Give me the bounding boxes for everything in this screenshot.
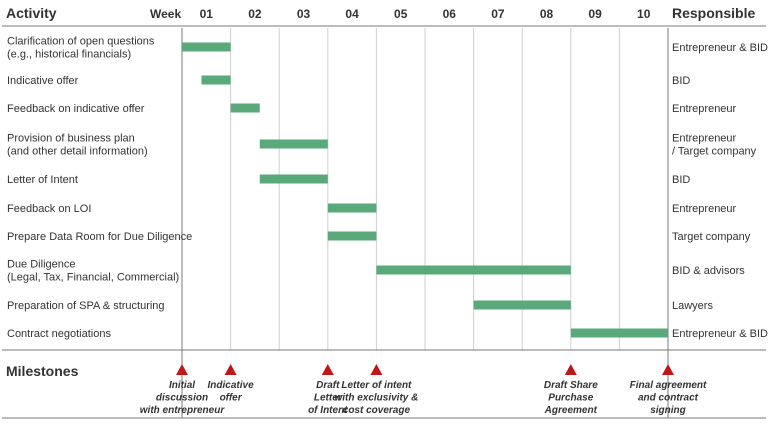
task-bar — [230, 103, 260, 113]
milestone-marker — [224, 364, 237, 375]
responsible-label: BID & advisors — [672, 265, 745, 277]
activity-label: Clarification of open questions — [7, 36, 155, 48]
responsible-label: BID — [672, 174, 690, 186]
activity-header: Activity — [6, 5, 57, 21]
week-header: Week — [150, 7, 181, 21]
task-bar — [201, 75, 231, 85]
week-label-03: 03 — [297, 7, 311, 21]
responsible-label: BID — [672, 75, 690, 87]
week-label-08: 08 — [540, 7, 554, 21]
responsible-label: Entrepreneur — [672, 203, 737, 215]
week-label-07: 07 — [491, 7, 505, 21]
milestone-marker — [564, 364, 577, 375]
task-bar — [327, 203, 377, 213]
responsible-header: Responsible — [672, 5, 755, 21]
week-label-04: 04 — [345, 7, 359, 21]
milestone-label: Letter of intent — [341, 380, 412, 391]
activity-label: (Legal, Tax, Financial, Commercial) — [7, 272, 179, 284]
activity-label: Provision of business plan — [7, 133, 135, 145]
milestone-label: offer — [220, 393, 243, 404]
activity-label: Preparation of SPA & structuring — [7, 300, 165, 312]
milestone-label: with exclusivity & — [334, 393, 418, 404]
milestone-label: Draft — [316, 380, 340, 391]
milestone-marker — [321, 364, 334, 375]
milestone-label: Agreement — [544, 405, 598, 416]
task-bar — [182, 42, 231, 52]
milestone-marker — [176, 364, 188, 375]
activity-label: (and other detail information) — [7, 146, 148, 158]
week-label-10: 10 — [637, 7, 651, 21]
activity-label: Indicative offer — [7, 75, 79, 87]
week-label-02: 02 — [248, 7, 262, 21]
activity-label: Contract negotiations — [7, 328, 111, 340]
milestone-label: Draft Share — [544, 380, 598, 391]
week-label-06: 06 — [443, 7, 457, 21]
milestone-label: Indicative — [208, 380, 255, 391]
task-bar — [259, 139, 328, 149]
milestone-label: of Intent — [308, 405, 348, 416]
task-bar — [259, 174, 328, 184]
week-label-01: 01 — [200, 7, 214, 21]
responsible-label: Target company — [672, 231, 751, 243]
activity-label: Due Diligence — [7, 259, 75, 271]
milestone-label: signing — [650, 405, 686, 416]
responsible-label: Entrepreneur & BID — [672, 328, 768, 340]
week-label-05: 05 — [394, 7, 408, 21]
milestone-label: cost coverage — [343, 405, 411, 416]
task-bar — [327, 231, 377, 241]
responsible-label: Entrepreneur — [672, 133, 737, 145]
responsible-label: Entrepreneur — [672, 103, 737, 115]
task-bar — [376, 265, 571, 275]
activity-label: Feedback on LOI — [7, 203, 91, 215]
milestone-label: Letter — [314, 393, 343, 404]
milestone-label: Purchase — [548, 393, 593, 404]
milestone-label: and contract — [638, 393, 699, 404]
milestone-marker — [662, 364, 674, 375]
milestone-label: Initial — [169, 380, 195, 391]
activity-label: Prepare Data Room for Due Diligence — [7, 231, 192, 243]
milestone-label: Final agreement — [630, 380, 707, 391]
activity-label: (e.g., historical financials) — [7, 49, 131, 61]
milestones-header: Milestones — [6, 363, 79, 379]
activity-label: Feedback on indicative offer — [7, 103, 145, 115]
milestone-marker — [370, 364, 383, 375]
activity-label: Letter of Intent — [7, 174, 78, 186]
responsible-label: Lawyers — [672, 300, 713, 312]
task-bar — [473, 300, 571, 310]
milestone-label: discussion — [156, 393, 208, 404]
milestone-label: with entrepreneur — [140, 405, 226, 416]
responsible-label: / Target company — [672, 146, 757, 158]
responsible-label: Entrepreneur & BID — [672, 42, 768, 54]
task-bar — [570, 328, 668, 338]
week-label-09: 09 — [588, 7, 602, 21]
